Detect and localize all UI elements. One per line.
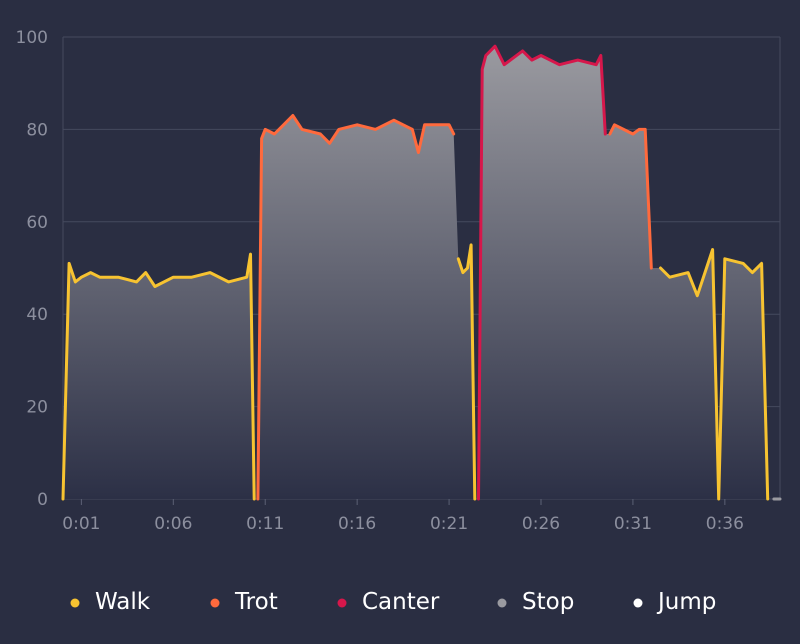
- legend-marker-trot: [210, 598, 220, 608]
- y-tick-label-100: 100: [16, 28, 48, 48]
- y-tick-label-40: 40: [26, 305, 48, 325]
- area-fill: [63, 46, 780, 499]
- legend: Walk Trot Canter Stop Jump: [70, 589, 716, 615]
- y-tick-label-60: 60: [26, 213, 48, 233]
- x-tick-label-0:01: 0:01: [62, 514, 100, 534]
- legend-marker-jump: [633, 598, 643, 608]
- legend-label-walk: Walk: [95, 589, 151, 615]
- legend-marker-canter: [337, 598, 347, 608]
- x-tick-label-0:06: 0:06: [154, 514, 192, 534]
- series-line-trot-1: [256, 114, 456, 501]
- legend-label-canter: Canter: [362, 589, 440, 615]
- series-line-walk-5: [659, 248, 770, 501]
- x-axis-ticks: 0:01 0:06 0:11 0:16 0:21 0:26 0:31 0:36: [62, 499, 744, 534]
- series-line-trot-4: [608, 123, 653, 270]
- legend-marker-walk: [70, 598, 80, 608]
- x-tick-label-0:31: 0:31: [614, 514, 652, 534]
- y-tick-label-80: 80: [26, 120, 48, 140]
- x-tick-label-0:11: 0:11: [246, 514, 284, 534]
- y-axis-ticks: 0 20 40 60 80 100: [16, 28, 48, 510]
- x-tick-label-0:21: 0:21: [430, 514, 468, 534]
- y-tick-label-0: 0: [37, 490, 48, 510]
- legend-label-jump: Jump: [656, 589, 716, 615]
- y-tick-label-20: 20: [26, 398, 48, 418]
- series-lines: [61, 44, 782, 501]
- area-polygon: [63, 46, 780, 499]
- x-tick-label-0:36: 0:36: [706, 514, 744, 534]
- series-line-walk-0: [61, 252, 256, 501]
- legend-label-trot: Trot: [234, 589, 278, 615]
- series-line-canter-3: [477, 44, 607, 501]
- x-tick-label-0:26: 0:26: [522, 514, 560, 534]
- series-line-walk-2: [456, 243, 477, 501]
- x-tick-label-0:16: 0:16: [338, 514, 376, 534]
- legend-label-stop: Stop: [522, 589, 574, 615]
- legend-marker-stop: [497, 598, 507, 608]
